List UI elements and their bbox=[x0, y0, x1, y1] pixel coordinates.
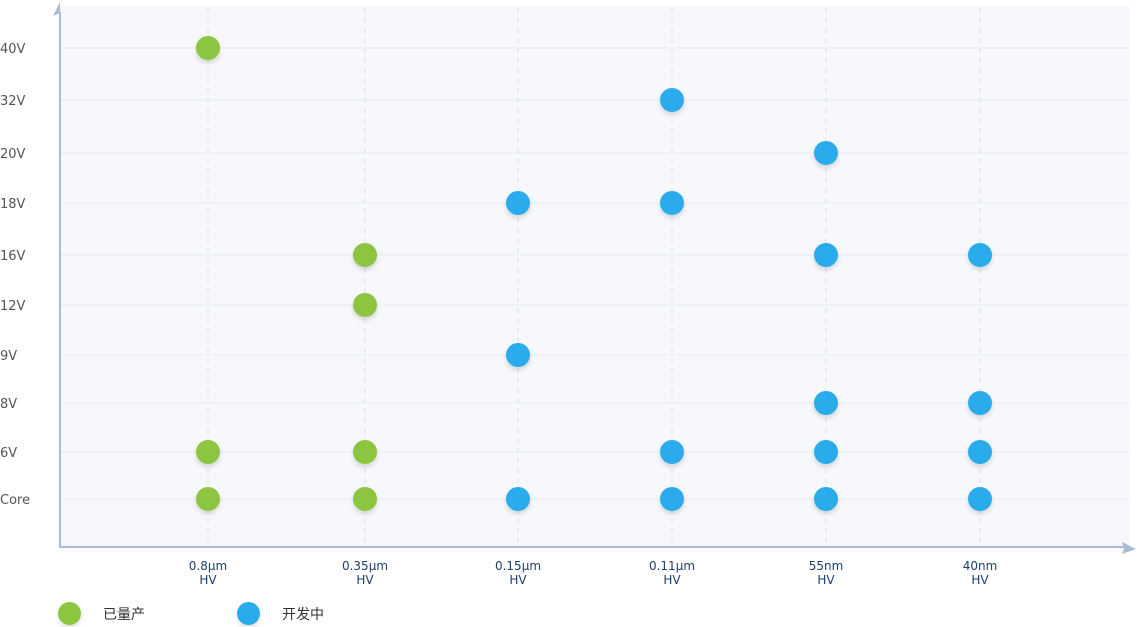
y-tick-label: 32V bbox=[0, 94, 26, 109]
point-mass-production bbox=[353, 293, 377, 317]
y-tick-label: 18V bbox=[0, 197, 26, 212]
point-in-development bbox=[968, 243, 992, 267]
x-tick-label: 40nm bbox=[963, 559, 998, 573]
legend-label-in-development: 开发中 bbox=[282, 606, 324, 623]
x-tick-label: 0.35µm bbox=[342, 559, 388, 573]
point-in-development bbox=[660, 440, 684, 464]
y-tick-label: 40V bbox=[0, 42, 26, 57]
point-mass-production bbox=[353, 440, 377, 464]
y-tick-label: 16V bbox=[0, 249, 26, 264]
axes bbox=[53, 2, 1136, 554]
point-in-development bbox=[968, 487, 992, 511]
x-tick-labels: 0.8µmHV0.35µmHV0.15µmHV0.11µmHV55nmHV40n… bbox=[189, 559, 998, 587]
y-tick-label: 9V bbox=[0, 349, 17, 364]
point-in-development bbox=[814, 440, 838, 464]
y-tick-label: 12V bbox=[0, 299, 26, 314]
plot-area bbox=[60, 6, 1130, 546]
point-in-development bbox=[968, 391, 992, 415]
y-axis-arrow bbox=[53, 2, 60, 16]
point-in-development bbox=[506, 487, 530, 511]
point-in-development bbox=[814, 487, 838, 511]
point-mass-production bbox=[353, 243, 377, 267]
x-tick-label: HV bbox=[509, 573, 527, 587]
y-tick-label: Core bbox=[0, 493, 30, 508]
point-in-development bbox=[506, 191, 530, 215]
y-tick-label: 6V bbox=[0, 446, 17, 461]
horizontal-gridlines bbox=[61, 47, 1128, 500]
data-points bbox=[196, 36, 992, 511]
x-axis-arrow bbox=[1122, 542, 1136, 554]
y-tick-labels: Core 6V 8V 9V 12V 16V 18V 20V 32V 40V bbox=[0, 42, 30, 508]
y-tick-label: 8V bbox=[0, 397, 17, 412]
legend-marker-in-development bbox=[237, 602, 260, 625]
x-tick-label: HV bbox=[199, 573, 217, 587]
x-tick-label: HV bbox=[663, 573, 681, 587]
x-tick-label: 0.15µm bbox=[495, 559, 541, 573]
legend-marker-mass-production bbox=[58, 602, 81, 625]
point-in-development bbox=[814, 391, 838, 415]
point-in-development bbox=[814, 141, 838, 165]
point-mass-production bbox=[196, 440, 220, 464]
x-tick-label: 55nm bbox=[809, 559, 844, 573]
x-tick-label: HV bbox=[356, 573, 374, 587]
x-tick-label: 0.11µm bbox=[649, 559, 695, 573]
point-in-development bbox=[968, 440, 992, 464]
y-tick-label: 20V bbox=[0, 147, 26, 162]
x-tick-label: 0.8µm bbox=[189, 559, 227, 573]
point-mass-production bbox=[196, 487, 220, 511]
legend-item-in-development: 开发中 bbox=[237, 600, 324, 627]
point-in-development bbox=[660, 487, 684, 511]
legend-label-mass-production: 已量产 bbox=[103, 606, 145, 623]
point-in-development bbox=[660, 191, 684, 215]
legend: 已量产 开发中 bbox=[0, 600, 1137, 627]
point-mass-production bbox=[196, 36, 220, 60]
point-in-development bbox=[660, 88, 684, 112]
point-mass-production bbox=[353, 487, 377, 511]
x-tick-label: HV bbox=[817, 573, 835, 587]
point-in-development bbox=[506, 343, 530, 367]
legend-item-mass-production: 已量产 bbox=[58, 600, 145, 627]
point-in-development bbox=[814, 243, 838, 267]
x-tick-label: HV bbox=[971, 573, 989, 587]
